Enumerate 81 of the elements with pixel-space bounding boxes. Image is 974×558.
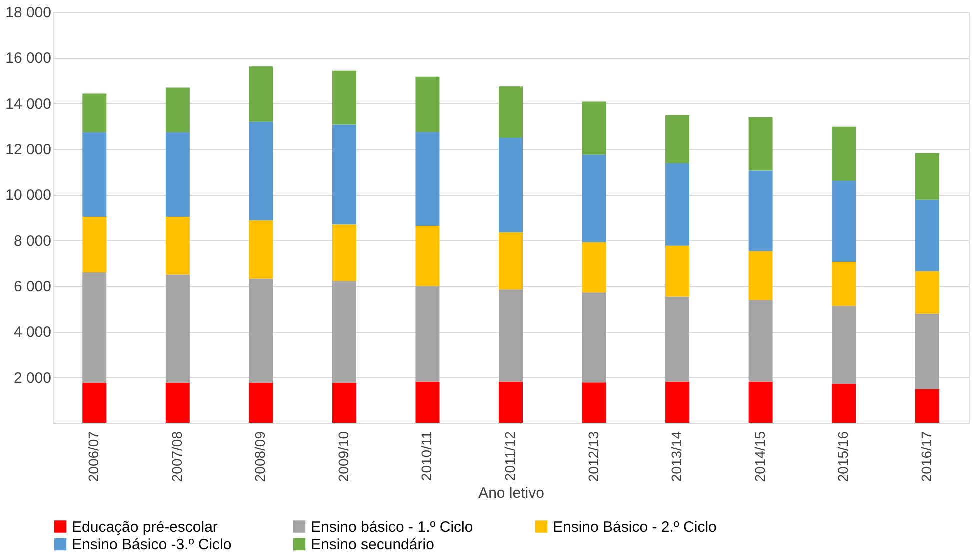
bar	[666, 382, 690, 423]
y-tick-label: 16 000	[6, 50, 52, 68]
legend-label: Ensino básico - 1.º Ciclo	[311, 518, 474, 536]
bar	[748, 382, 773, 423]
bar	[332, 383, 356, 423]
bar	[832, 262, 856, 306]
x-tick-label: 2007/08	[168, 431, 185, 482]
legend-label: Ensino secundário	[311, 536, 434, 554]
bar	[249, 66, 274, 122]
legend-label: Ensino Básico - 2.º Ciclo	[553, 518, 717, 536]
bar	[249, 122, 274, 220]
x-tick-label: 2011/12	[502, 431, 518, 482]
bar	[748, 300, 773, 382]
bar	[332, 224, 356, 282]
bar	[499, 290, 523, 382]
bar	[82, 272, 107, 384]
y-tick-label: 4 000	[14, 324, 52, 342]
bar	[499, 138, 523, 232]
bar	[332, 70, 356, 125]
legend-label: Educação pré-escolar	[72, 518, 218, 536]
x-tick-label: 2015/16	[835, 431, 852, 482]
bar	[499, 232, 523, 290]
bar	[748, 117, 773, 171]
x-tick-label: 2008/09	[252, 431, 268, 482]
bar	[82, 217, 107, 273]
bar	[249, 278, 274, 384]
bar	[166, 132, 190, 218]
bar	[416, 132, 440, 226]
bar	[832, 126, 856, 181]
bar	[166, 88, 190, 132]
bar	[666, 246, 690, 297]
bar	[666, 163, 690, 246]
bar	[416, 226, 440, 286]
y-tick-label: 18 000	[6, 4, 52, 22]
bar	[832, 180, 856, 262]
bar	[666, 115, 690, 164]
x-tick-label: 2014/15	[752, 431, 768, 482]
x-tick-label: 2010/11	[418, 431, 435, 482]
bar	[82, 132, 107, 218]
x-tick-label: 2009/10	[335, 431, 352, 482]
bar	[915, 271, 940, 314]
bar	[332, 124, 356, 225]
bar	[249, 383, 274, 423]
bar	[832, 384, 856, 423]
y-tick-label: 8 000	[14, 232, 52, 250]
bar	[915, 314, 940, 390]
bar	[915, 200, 940, 272]
bar	[748, 251, 773, 300]
bar	[915, 389, 940, 423]
bar	[332, 281, 356, 384]
bar	[582, 242, 606, 293]
bar	[582, 292, 606, 383]
bar	[249, 220, 274, 279]
bar	[666, 296, 690, 382]
bar	[582, 102, 606, 155]
bar	[416, 286, 440, 382]
bar	[915, 153, 940, 200]
bar	[832, 306, 856, 384]
legend-label: Ensino Básico -3.º Ciclo	[72, 536, 232, 554]
bar	[82, 383, 107, 423]
bar	[82, 94, 107, 132]
y-tick-label: 14 000	[6, 96, 52, 113]
bar	[416, 76, 440, 132]
y-tick-label: 10 000	[6, 187, 52, 204]
bar	[582, 154, 606, 242]
x-tick-label: 2012/13	[585, 431, 602, 482]
bar	[499, 86, 523, 138]
y-tick-label: 6 000	[14, 278, 52, 296]
y-tick-label: 2 000	[14, 370, 52, 387]
x-axis-title: Ano letivo	[478, 485, 544, 502]
x-tick-label: 2006/07	[86, 431, 102, 482]
bar	[582, 382, 606, 423]
bar	[166, 274, 190, 384]
x-tick-label: 2016/17	[918, 431, 934, 482]
bar	[166, 383, 190, 423]
x-tick-label: 2013/14	[668, 431, 685, 482]
bar	[748, 170, 773, 252]
y-tick-label: 12 000	[6, 142, 52, 158]
bar	[166, 217, 190, 275]
bar	[499, 382, 523, 423]
bar	[416, 382, 440, 423]
